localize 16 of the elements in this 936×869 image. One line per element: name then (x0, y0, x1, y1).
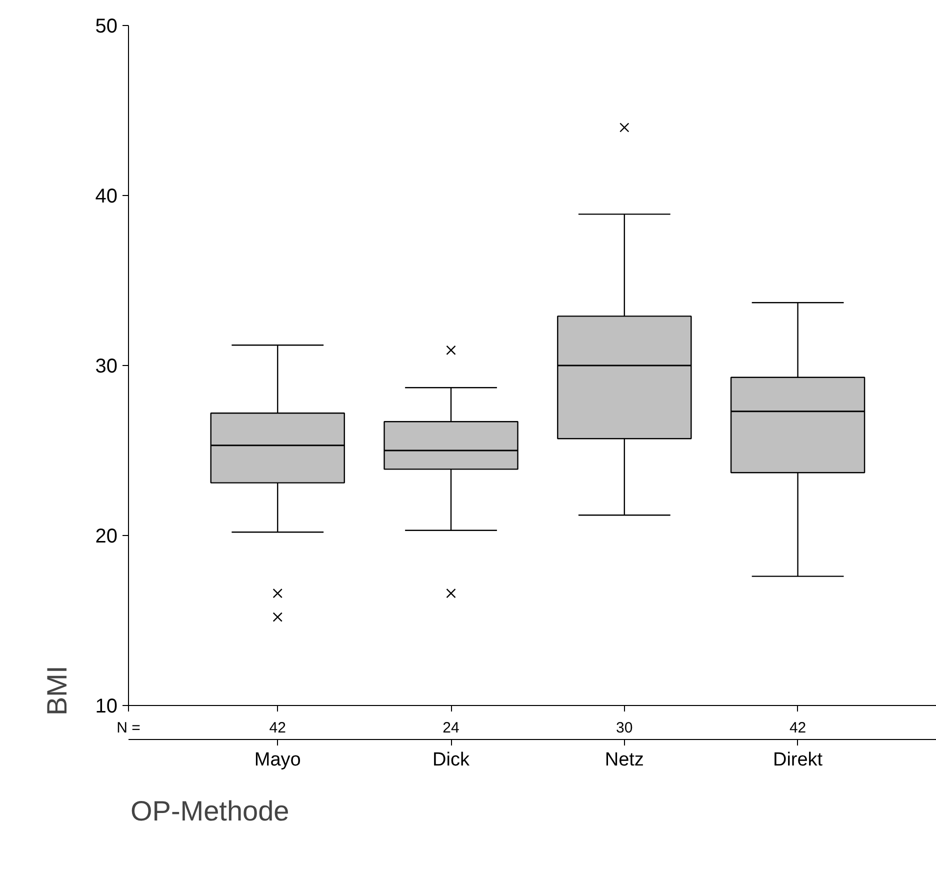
y-tick-label: 50 (95, 16, 118, 38)
text: 42 (269, 720, 286, 736)
y-tick-label: 20 (95, 526, 118, 548)
text: N = (116, 720, 141, 736)
y-axis-title: BMI (42, 666, 72, 716)
x-tick-label: Netz (604, 750, 644, 770)
y-tick-label: 40 (95, 186, 118, 208)
x-axis-title: OP-Methode (130, 796, 290, 826)
y-tick-label: 10 (95, 696, 118, 718)
x-tick-label: Direkt (772, 750, 824, 770)
y-tick-label: 30 (95, 356, 118, 378)
text: 24 (442, 720, 460, 736)
x-tick-label: Dick (432, 750, 470, 770)
x-tick-label: Mayo (254, 750, 301, 770)
text: 30 (616, 720, 633, 736)
text: 42 (789, 720, 806, 736)
